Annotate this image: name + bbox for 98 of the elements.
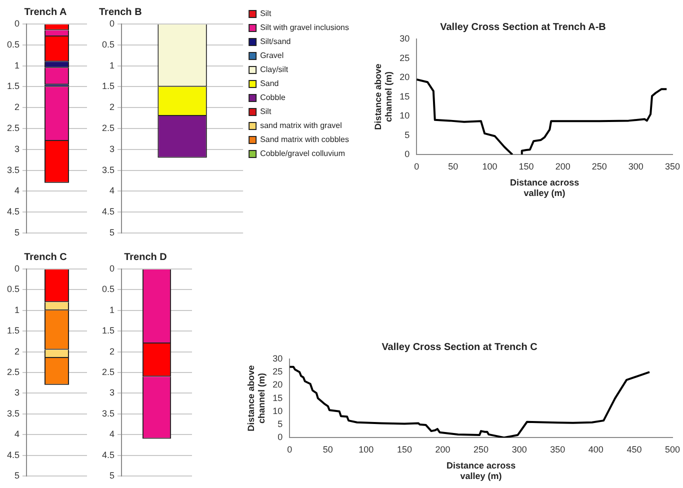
y-tick-label: 3 [109,388,115,398]
y-tick-label: 3.5 [102,164,115,175]
y-tick-label: 5 [14,470,20,480]
y-tick-label: 3.5 [102,408,115,418]
y-tick-label: 0.5 [102,39,115,50]
y-tick-label: 0 [404,149,410,160]
legend-label: Silt [260,9,272,18]
y-tick-label: 1 [109,304,115,315]
y-tick-label: 5 [109,227,115,238]
x-tick-label: 500 [664,444,680,454]
legend-label: Silt with gravel inclusions [260,23,350,32]
y-tick-label: 0 [14,263,20,274]
y-tick-label: 2 [109,346,115,356]
y-tick-label: 4.5 [6,450,20,460]
y-tick-label: 3 [14,144,20,154]
y-tick-label: 30 [272,353,283,364]
y-tick-label: 2.5 [6,122,20,133]
y-tick-label: 5 [14,227,20,238]
y-tick-label: 2.5 [6,366,20,377]
y-tick-label: 0.5 [6,284,20,294]
x-tick-label: 300 [512,444,527,454]
chart-title: Trench C [24,252,67,263]
y-tick-label: 1 [14,304,20,315]
x-tick-label: 400 [588,444,604,454]
x-tick-label: 200 [435,444,450,454]
y-tick-label: 4.5 [6,206,20,217]
y-tick-label: 1 [109,60,115,70]
y-tick-label: 4 [14,186,20,196]
y-tick-label: 5 [278,418,283,429]
y-tick-label: 2 [14,102,20,112]
chart-title: Trench B [99,6,142,18]
y-tick-label: 15 [272,392,283,403]
x-tick-label: 350 [664,161,680,172]
legend-label: Clay/silt [260,65,289,74]
y-tick-label: 0.5 [6,39,20,50]
legend-label: Cobble/gravel colluvium [260,149,346,158]
y-tick-label: 0 [14,18,20,28]
x-tick-label: 450 [626,444,642,454]
x-tick-label: 50 [448,161,458,172]
y-tick-label: 2 [109,102,115,112]
y-tick-label: 0 [278,432,283,442]
legend-label: sand matrix with gravel [260,121,342,130]
x-tick-label: 300 [628,161,644,172]
x-tick-label: 50 [322,444,333,454]
y-tick-label: 2.5 [102,366,115,377]
x-tick-label: 150 [396,444,412,454]
y-tick-label: 0.5 [102,284,115,294]
x-tick-label: 100 [482,161,498,172]
y-tick-label: 0 [109,18,115,28]
y-tick-label: 20 [272,380,283,390]
legend-label: Silt [260,107,272,116]
chart-title: Trench D [124,252,167,263]
y-tick-label: 1 [14,60,20,70]
legend-label: Cobble [260,93,286,102]
y-tick-label: 1.5 [102,326,115,336]
y-tick-label: 4 [14,429,20,440]
y-tick-label: 1.5 [6,81,20,92]
y-tick-label: 5 [109,470,115,480]
x-tick-label: 150 [518,161,534,172]
x-axis-title: Distance across valley (m) [446,460,516,482]
y-tick-label: 4.5 [102,206,115,217]
y-axis-title: Distance above channel (m) [372,64,394,130]
y-tick-label: 10 [272,406,283,416]
y-tick-label: 1.5 [6,326,20,336]
y-tick-label: 4 [109,186,115,196]
y-tick-label: 4 [109,429,115,440]
x-tick-label: 200 [555,161,570,172]
y-tick-label: 2.5 [102,122,115,133]
y-tick-label: 3 [14,388,20,398]
chart-title: Valley Cross Section at Trench A-B [440,22,606,33]
y-axis-title: Distance above channel (m) [246,365,267,432]
legend-label: Sand matrix with cobbles [260,135,350,144]
y-tick-label: 3.5 [6,408,20,418]
x-tick-label: 0 [414,161,420,172]
x-tick-label: 250 [474,444,489,454]
y-tick-label: 4.5 [102,450,115,460]
y-tick-label: 2 [14,346,20,356]
legend-label: Gravel [260,51,284,60]
x-axis-title: Distance across valley (m) [510,177,580,198]
y-tick-label: 15 [400,91,410,102]
x-tick-label: 100 [358,444,374,454]
chart-title: Trench A [24,6,67,18]
y-tick-label: 1.5 [102,81,115,92]
y-tick-label: 3.5 [6,164,20,175]
y-tick-label: 5 [404,130,410,140]
y-tick-label: 20 [400,72,410,82]
legend-label: Silt/sand [260,37,291,46]
x-tick-label: 250 [592,161,607,172]
y-tick-label: 10 [400,110,410,121]
y-tick-label: 0 [109,263,115,274]
x-tick-label: 0 [287,444,292,454]
y-tick-label: 25 [400,52,410,63]
x-tick-label: 350 [550,444,566,454]
y-tick-label: 3 [109,144,115,154]
chart-title: Valley Cross Section at Trench C [382,342,538,353]
y-tick-label: 25 [272,366,283,377]
y-tick-label: 30 [400,33,410,44]
legend-label: Sand [260,79,279,88]
